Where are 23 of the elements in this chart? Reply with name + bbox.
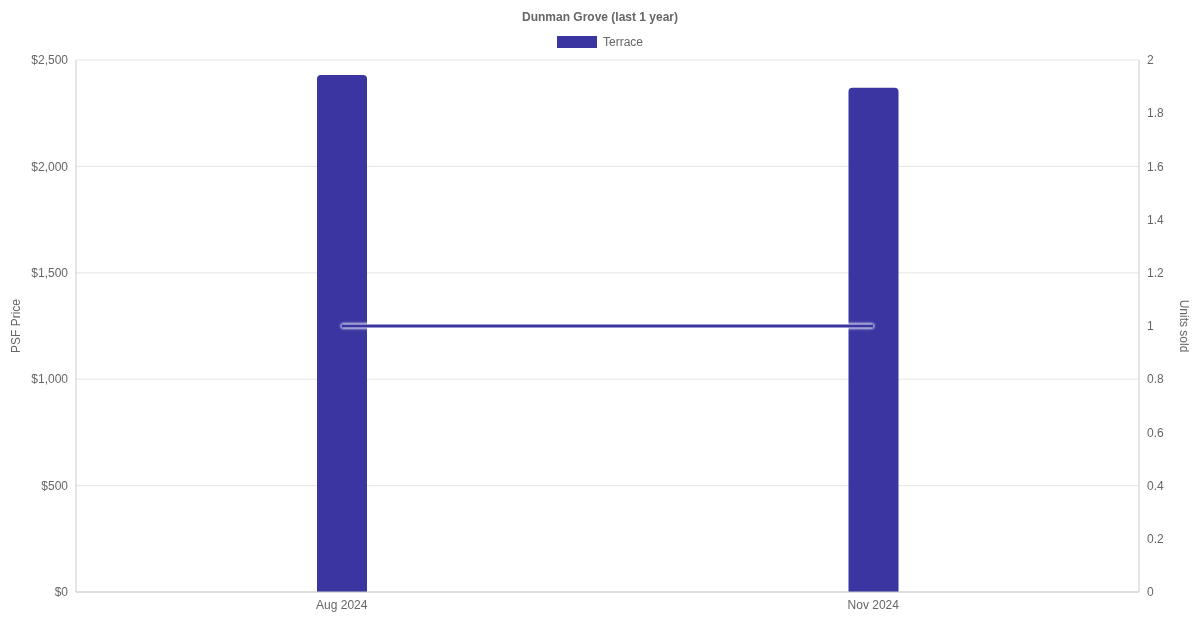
y2-tick-label: 0.8 xyxy=(1147,372,1165,387)
y-tick-label: $1,500 xyxy=(31,266,69,281)
y2-tick-label: 1 xyxy=(1147,319,1154,334)
y2-tick-label: 1.8 xyxy=(1147,106,1165,121)
y2-tick-label: 1.4 xyxy=(1147,212,1165,227)
y2-tick-label: 0 xyxy=(1147,585,1154,600)
y-axis-title: PSF Price xyxy=(9,298,24,354)
y-tick-label: $0 xyxy=(54,585,69,600)
y-tick-label: $2,000 xyxy=(31,159,69,174)
y2-tick-label: 1.2 xyxy=(1147,266,1165,281)
chart-title: Dunman Grove (last 1 year) xyxy=(520,9,680,26)
y2-tick-label: 0.4 xyxy=(1147,478,1165,493)
x-tick-label: Aug 2024 xyxy=(316,597,368,612)
x-tick-label: Nov 2024 xyxy=(847,597,900,612)
y2-tick-label: 1.6 xyxy=(1147,159,1165,174)
y-tick-label: $2,500 xyxy=(31,53,69,68)
legend-label: Terrace xyxy=(602,35,643,49)
y2-tick-label: 0.6 xyxy=(1147,425,1165,440)
y2-tick-label: 0.2 xyxy=(1147,532,1165,547)
y-tick-label: $500 xyxy=(41,478,69,493)
y2-tick-label: 2 xyxy=(1147,53,1154,68)
y-tick-label: $1,000 xyxy=(31,372,69,387)
y2-axis-title: Units sold xyxy=(1176,299,1191,353)
